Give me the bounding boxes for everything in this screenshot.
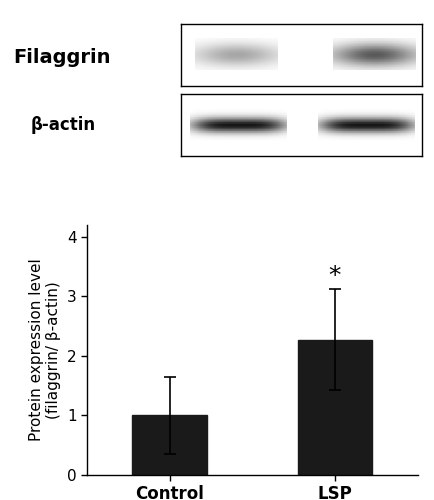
Bar	[297, 340, 371, 475]
Text: Filaggrin: Filaggrin	[13, 48, 110, 67]
Text: *: *	[328, 264, 340, 287]
Y-axis label: Protein expression level
(filaggrin/ β-actin): Protein expression level (filaggrin/ β-a…	[29, 258, 61, 442]
Text: β-actin: β-actin	[30, 116, 95, 134]
Bar	[132, 416, 207, 475]
